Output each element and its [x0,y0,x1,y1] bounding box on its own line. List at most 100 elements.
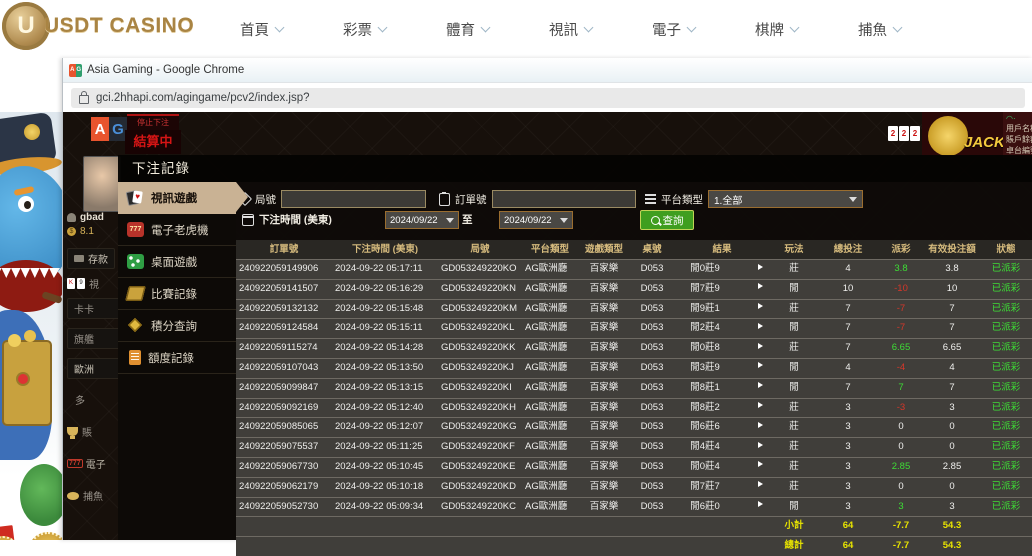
replay-cell [736,438,770,457]
search-button[interactable]: 查詢 [640,210,694,230]
round-id-cell: GD053249220KH [441,401,516,413]
rewards-menu-item[interactable]: 賬 [67,424,92,439]
payout-cell: 0 [898,441,904,453]
video-menu-item[interactable]: K 9 視 [67,278,99,291]
date-to-picker[interactable]: 2024/09/22 [499,211,573,229]
sidebar-item-5[interactable]: 額度記錄 [118,342,236,374]
bet-time-cell: 2024-09-22 05:15:48 [335,302,424,314]
calendar-icon [242,213,254,226]
order-number-cell: 240922059149906 [239,263,319,274]
column-header: 總投注 [833,244,863,255]
total-bet-cell: 3 [845,401,851,413]
play-type-cell: 莊 [789,342,799,354]
bet-records-table: 訂單號 下注時間 (美東) 局號 平台類型 遊戲類型 桌號 結果 玩法 總投注 派彩 有效投注額 狀態… [236,240,1032,556]
table-row: 240922059062179 2024-09-22 05:10:18 GD0532… [236,476,1032,497]
valid-bet-cell: 0 [949,421,955,433]
result-cell: 閒2莊4 [690,322,720,334]
url-text: gci.2hhapi.com/agingame/pcv2/index.jsp? [96,91,310,104]
platform-cell: AG歐洲廳 [525,480,568,492]
lobby-item-2[interactable]: 歐洲 [67,358,129,379]
ag-favicon: A G [69,63,82,77]
round-input[interactable] [281,190,426,208]
window-title: Asia Gaming - Google Chrome [87,64,245,76]
account-info-label: 賬戶餘額 [1006,135,1032,144]
main-nav: 首頁 彩票 體育 視訊 電子 棋牌 捕魚 [240,0,903,58]
valid-bet-cell: 7 [949,322,955,334]
round-id-cell: GD053249220KJ [441,361,514,373]
nav-item-5[interactable]: 棋牌 [755,19,800,40]
sidebar-item-1[interactable]: 電子老虎機 [118,214,236,246]
valid-bet-cell: 2.85 [942,460,962,472]
chrome-titlebar[interactable]: A G Asia Gaming - Google Chrome [63,58,1032,83]
valid-bet-cell: 7 [949,302,955,314]
nav-item-3[interactable]: 視訊 [549,19,594,40]
game-type-cell: 百家樂 [589,381,619,393]
nav-item-2[interactable]: 體育 [446,19,491,40]
play-type-cell: 莊 [789,480,799,492]
sidebar-item-2[interactable]: 桌面遊戲 [118,246,236,278]
slots-menu-item[interactable]: 777 電子 [67,459,106,471]
chevron-down-icon [377,22,388,32]
column-header: 下注時間 (美東) [352,244,418,255]
payout-cell: 3 [898,500,904,512]
game-type-cell: 百家樂 [589,263,619,274]
result-cell: 閒0莊4 [690,460,720,472]
sidebar-item-3[interactable]: 比賽記錄 [118,278,236,310]
nav-item-4[interactable]: 電子 [652,19,697,40]
order-input[interactable] [491,190,636,208]
order-number-cell: 240922059092169 [239,401,319,413]
valid-bet-cell: 4 [949,361,955,373]
nav-item-0[interactable]: 首頁 [240,19,285,40]
replay-cell [736,319,770,338]
nav-item-6[interactable]: 捕魚 [858,19,903,40]
deposit-button[interactable]: 存款 [67,248,115,269]
sidebar-item-0[interactable]: 視訊遊戲 [118,182,248,214]
platform-cell: AG歐洲廳 [525,361,568,373]
status-cell: 已派彩 [991,500,1021,512]
date-from-picker[interactable]: 2024/09/22 [385,211,459,229]
account-info-label: 卓台編號 [1006,146,1032,155]
logo-text: USDT CASINO [44,14,195,37]
url-bar[interactable]: gci.2hhapi.com/agingame/pcv2/index.jsp? [71,87,1025,108]
valid-bet-cell: 6.65 [942,342,962,354]
result-cell: 閒7莊9 [690,282,720,294]
round-id-cell: GD053249220KI [441,381,512,393]
round-id-cell: GD053249220KD [441,480,516,492]
bet-time-cell: 2024-09-22 05:10:18 [335,480,424,492]
status-cell: 已派彩 [991,263,1021,274]
valid-bet-cell: 3 [949,401,955,413]
bet-time-cell: 2024-09-22 05:09:34 [335,500,424,512]
filter-panel: 局號 訂單號 平台類型 1.全部 下注時間 (美東) 2 [236,182,1032,240]
round-id-cell: GD053249220KO [441,263,517,274]
replay-cell [736,399,770,418]
subtotal-row-valid-bet: 54.3 [942,520,962,532]
valid-bet-cell: 0 [949,480,955,492]
order-label: 訂單號 [455,193,487,206]
total-bet-cell: 3 [845,500,851,512]
subtotal-row-total-bet: 64 [842,520,854,532]
platform-cell: AG歐洲廳 [525,381,568,393]
status-cell: 已派彩 [991,421,1021,433]
platform-cell: AG歐洲廳 [525,302,568,314]
total-bet-cell: 3 [845,421,851,433]
playing-card: 2 [910,126,920,141]
nav-item-label: 體育 [446,22,475,39]
order-number-cell: 240922059124584 [239,322,319,334]
nav-item-1[interactable]: 彩票 [343,19,388,40]
lobby-item-3[interactable]: 多 [75,396,85,407]
column-header: 結果 [712,244,732,255]
jackpot-coins-icon [928,116,968,156]
bet-time-cell: 2024-09-22 05:12:07 [335,421,424,433]
fishing-menu-item[interactable]: 捕魚 [67,488,103,503]
result-cell: 閒6莊0 [690,500,720,512]
site-logo[interactable]: U USDT CASINO [2,2,194,50]
sidebar-item-4[interactable]: 積分查詢 [118,310,236,342]
cards-icon [127,190,144,205]
game-type-cell: 百家樂 [589,302,619,314]
status-cell: 已派彩 [991,361,1021,373]
platform-select[interactable]: 1.全部 [708,190,863,208]
lock-icon[interactable] [79,90,89,104]
total-bet-cell: 4 [845,361,851,373]
platform-cell: AG歐洲廳 [525,421,568,433]
table-number-cell: D053 [640,302,664,314]
